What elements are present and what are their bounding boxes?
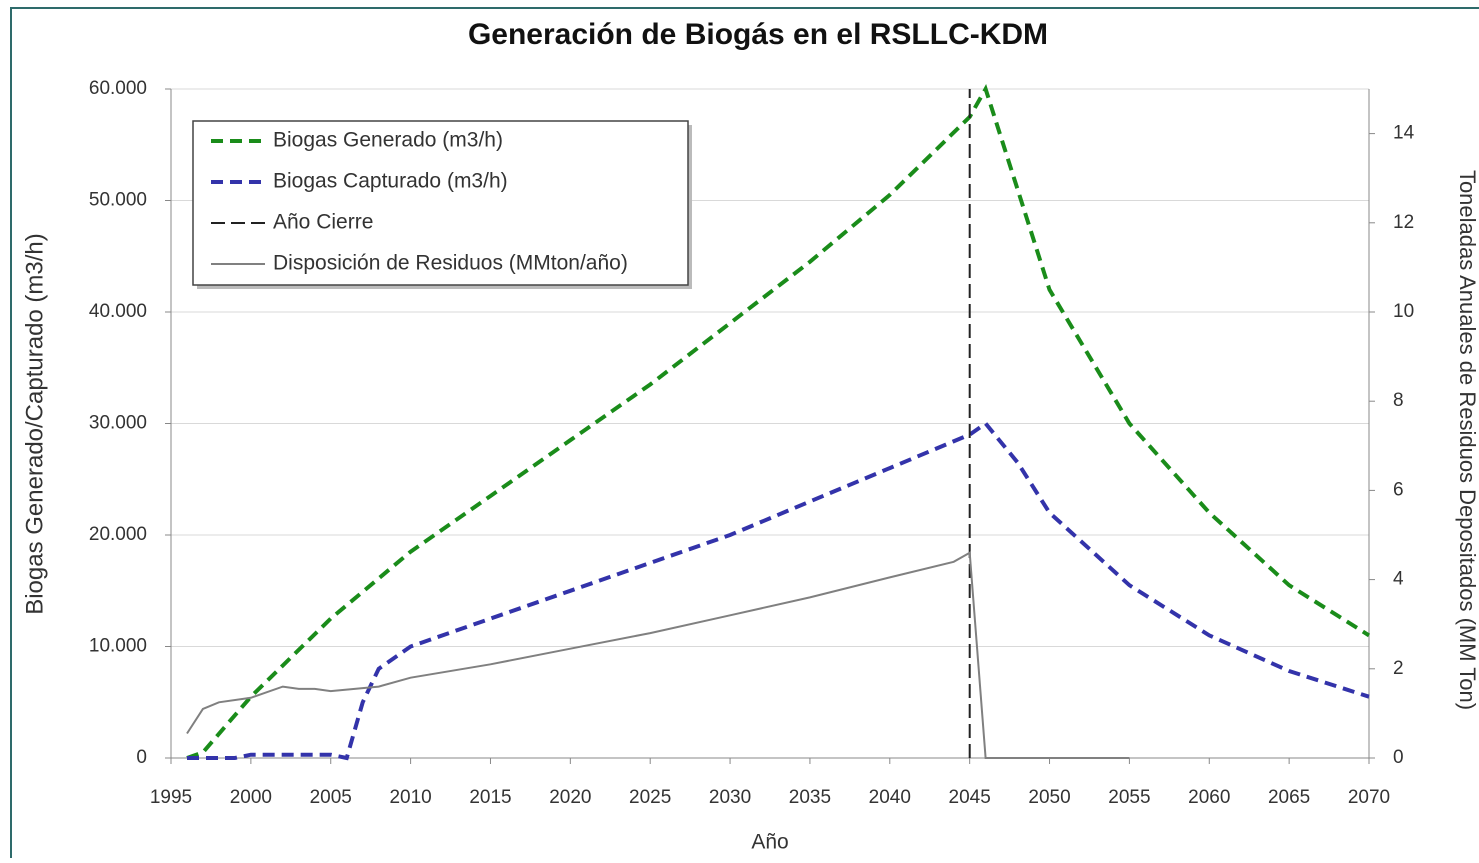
y2-axis-title: Toneladas Anuales de Residuos Depositado…: [1455, 170, 1479, 710]
series-line: [186, 84, 1371, 760]
series-line: [186, 551, 1130, 759]
y-tick-label: 20.000: [89, 524, 147, 545]
y2-tick-label: 0: [1393, 747, 1404, 768]
series-line: [187, 420, 1370, 761]
y-tick-label: 50.000: [89, 190, 147, 211]
x-tick-label: 2055: [1108, 787, 1150, 808]
x-tick-label: 2050: [1028, 787, 1070, 808]
legend-label: Biogas Capturado (m3/h): [273, 170, 508, 193]
y2-tick-label: 4: [1393, 569, 1404, 590]
x-tick-label: 2065: [1268, 787, 1310, 808]
y-tick-label: 10.000: [89, 636, 147, 657]
x-tick-label: 2010: [389, 787, 431, 808]
y-tick-label: 60.000: [89, 78, 147, 99]
x-tick-label: 2035: [789, 787, 831, 808]
y2-tick-label: 12: [1393, 212, 1414, 233]
legend-label: Biogas Generado (m3/h): [273, 129, 503, 152]
y2-tick-label: 2: [1393, 658, 1404, 679]
x-tick-label: 2000: [230, 787, 272, 808]
x-tick-label: 2070: [1348, 787, 1390, 808]
x-tick-label: 2060: [1188, 787, 1230, 808]
y-tick-label: 30.000: [89, 413, 147, 434]
y2-tick-label: 14: [1393, 123, 1415, 144]
x-tick-label: 2020: [549, 787, 591, 808]
x-tick-label: 1995: [150, 787, 192, 808]
y2-tick-label: 6: [1393, 479, 1404, 500]
legend-box: [192, 120, 689, 286]
x-tick-label: 2040: [869, 787, 911, 808]
y-tick-label: 40.000: [89, 301, 147, 322]
x-tick-label: 2015: [469, 787, 511, 808]
x-tick-label: 2045: [949, 787, 991, 808]
y2-tick-label: 8: [1393, 390, 1404, 411]
x-tick-label: 2030: [709, 787, 751, 808]
x-axis-title: Año: [751, 831, 788, 854]
x-tick-label: 2025: [629, 787, 671, 808]
y-tick-label: 0: [136, 747, 147, 768]
y-axis-title: Biogas Generado/Capturado (m3/h): [21, 233, 48, 615]
legend-label: Año Cierre: [273, 211, 373, 234]
x-tick-label: 2005: [310, 787, 352, 808]
legend-label: Disposición de Residuos (MMton/año): [273, 252, 628, 275]
y2-tick-label: 10: [1393, 301, 1414, 322]
chart-title: Generación de Biogás en el RSLLC-KDM: [468, 18, 1048, 51]
